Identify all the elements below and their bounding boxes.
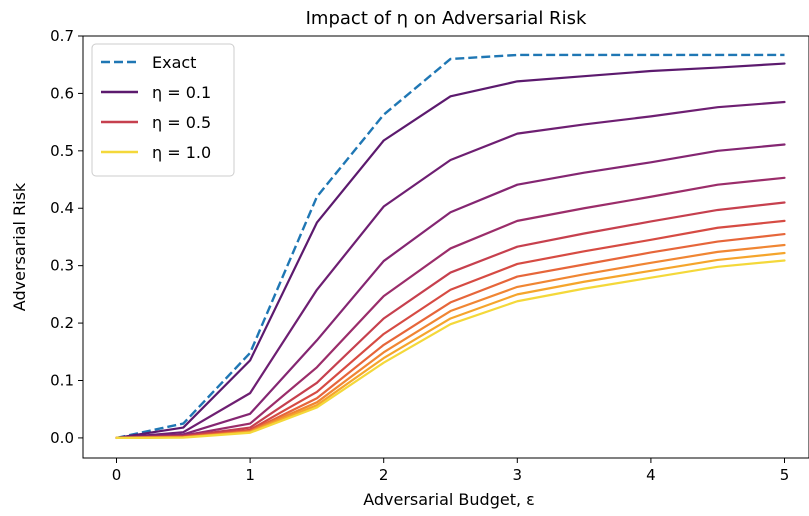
legend: Exact η = 0.1 η = 0.5 η = 1.0 [91,43,235,177]
y-tick-label: 0.3 [50,257,74,275]
legend-label: η = 0.1 [152,83,211,102]
legend-label: η = 1.0 [152,143,211,162]
x-axis: 0 1 2 3 4 5 [112,458,790,484]
series-line-9 [115,251,786,439]
series-line-6 [115,219,786,439]
y-tick-label: 0.2 [50,314,74,332]
legend-label: η = 0.5 [152,113,211,132]
legend-label: Exact [152,53,196,72]
plot-area [115,53,786,440]
series-line-1 [115,62,786,439]
series-line-10 [115,259,786,439]
y-tick-label: 0.6 [50,84,74,102]
series-line-5 [115,201,786,439]
x-tick-label: 4 [646,466,656,484]
chart-title: Impact of η on Adversarial Risk [306,8,587,29]
plot-frame [82,35,809,459]
x-tick-label: 2 [379,466,389,484]
y-tick-label: 0.7 [50,27,74,45]
y-tick-label: 0.0 [50,429,74,447]
series-line-4 [115,176,786,439]
series-line-0 [116,53,785,440]
x-tick-label: 3 [513,466,523,484]
y-axis-title: Adversarial Risk [10,182,29,311]
x-tick-label: 1 [245,466,255,484]
y-tick-label: 0.5 [50,142,74,160]
x-tick-label: 0 [112,466,122,484]
series-line-8 [115,243,786,439]
series-line-2 [115,100,786,439]
y-tick-label: 0.4 [50,199,74,217]
series-line-3 [115,143,786,439]
x-axis-title: Adversarial Budget, ε [363,490,535,509]
y-tick-label: 0.1 [50,371,74,389]
x-tick-label: 5 [780,466,790,484]
y-axis: 0.0 0.1 0.2 0.3 0.4 0.5 0.6 0.7 [50,27,83,447]
legend-box [91,43,235,177]
